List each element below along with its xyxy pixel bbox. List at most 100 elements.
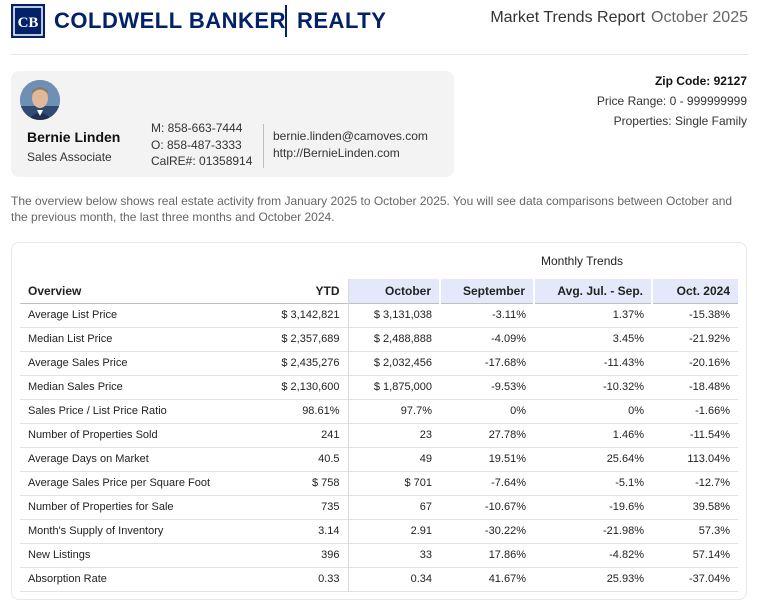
row-label: Median Sales Price xyxy=(28,381,123,393)
coldwell-banker-logo-icon: CB xyxy=(11,4,45,38)
row-label: New Listings xyxy=(28,549,91,561)
previous-month-change: -7.64% xyxy=(491,477,526,489)
last-year-change: -11.54% xyxy=(689,429,730,441)
agent-contact: bernie.linden@camoves.com http://BernieL… xyxy=(273,128,428,162)
current-month-value: $ 701 xyxy=(404,477,432,489)
current-month-value: $ 2,488,888 xyxy=(373,333,432,345)
report-title: Market Trends Report October 2025 xyxy=(490,9,748,27)
last-year-change: -1.66% xyxy=(695,405,730,417)
header-last-year: Oct. 2024 xyxy=(652,279,738,303)
brand-divider xyxy=(285,5,287,37)
table-row: Absorption Rate 0.33 0.34 41.67% 25.93% -37.0… xyxy=(20,567,738,591)
agent-name: Bernie Linden xyxy=(27,129,121,145)
table-row: New Listings 396 33 17.86% -4.82% 57.14% xyxy=(20,543,738,567)
current-month-value: 33 xyxy=(419,549,432,561)
trends-table: Overview YTD October September Avg. Jul.… xyxy=(20,279,738,592)
row-label: Average Sales Price xyxy=(28,357,128,369)
previous-month-change: 19.51% xyxy=(488,453,526,465)
three-month-average-change: -10.32% xyxy=(603,381,644,393)
brand-name: COLDWELL BANKER xyxy=(54,8,286,33)
row-label: Median List Price xyxy=(28,333,113,345)
previous-month-change: 17.86% xyxy=(488,549,526,561)
header-overview: Overview xyxy=(28,283,82,298)
ytd-value: $ 2,130,600 xyxy=(258,375,349,399)
last-year-change: 113.04% xyxy=(687,453,730,465)
price-range: Price Range: 0 - 999999999 xyxy=(596,94,747,108)
previous-month-change: 41.67% xyxy=(488,573,526,585)
table-row: Average List Price $ 3,142,821 $ 3,131,038… xyxy=(20,303,738,327)
current-month-value: $ 2,032,456 xyxy=(373,357,432,369)
header-current-month: October xyxy=(348,279,441,303)
three-month-average-change: 3.45% xyxy=(612,333,644,345)
svg-text:CB: CB xyxy=(18,15,39,31)
agent-email-link[interactable]: bernie.linden@camoves.com xyxy=(273,129,428,143)
row-label: Sales Price / List Price Ratio xyxy=(28,405,167,417)
agent-office-phone[interactable]: O: 858-487-3333 xyxy=(151,137,242,152)
previous-month-change: -3.11% xyxy=(491,309,526,321)
table-row: Median List Price $ 2,357,689 $ 2,488,888 -… xyxy=(20,327,738,351)
previous-month-change: -17.68% xyxy=(485,357,526,369)
row-label: Month's Supply of Inventory xyxy=(28,525,164,537)
previous-month-change: 0% xyxy=(510,405,526,417)
current-month-value: 49 xyxy=(419,453,432,465)
last-year-change: -18.48% xyxy=(689,381,730,393)
three-month-average-change: -21.98% xyxy=(603,525,644,537)
last-year-change: -21.92% xyxy=(689,333,730,345)
ytd-value: 98.61% xyxy=(258,399,349,423)
overview-description: The overview below shows real estate act… xyxy=(11,194,733,224)
last-year-change: -20.16% xyxy=(689,357,730,369)
report-month: October 2025 xyxy=(651,9,748,26)
ytd-value: 735 xyxy=(258,495,349,519)
ytd-value: $ 3,142,821 xyxy=(258,303,349,327)
current-month-value: 97.7% xyxy=(400,405,432,417)
row-label: Absorption Rate xyxy=(28,573,107,585)
three-month-average-change: 1.46% xyxy=(612,429,644,441)
table-row: Average Sales Price per Square Foot $ 758… xyxy=(20,471,738,495)
current-month-value: 67 xyxy=(419,501,432,513)
table-header-row: Overview YTD October September Avg. Jul.… xyxy=(20,279,738,303)
table-row: Average Sales Price $ 2,435,276 $ 2,032,45… xyxy=(20,351,738,375)
ytd-value: $ 758 xyxy=(258,471,349,495)
card-divider xyxy=(263,124,264,168)
brand-realty: REALTY xyxy=(297,8,387,33)
last-year-change: 57.14% xyxy=(692,549,730,561)
row-label: Average Sales Price per Square Foot xyxy=(28,477,211,489)
previous-month-change: -10.67% xyxy=(485,501,526,513)
current-month-value: 23 xyxy=(419,429,432,441)
agent-card: Bernie Linden Sales Associate M: 858-663… xyxy=(11,71,454,177)
current-month-value: 0.34 xyxy=(410,573,432,585)
three-month-average-change: -5.1% xyxy=(615,477,644,489)
table-row: Number of Properties Sold 241 23 27.78% 1.46… xyxy=(20,423,738,447)
table-row: Median Sales Price $ 2,130,600 $ 1,875,000… xyxy=(20,375,738,399)
table-row: Number of Properties for Sale 735 67 -10.67… xyxy=(20,495,738,519)
agent-website-link[interactable]: http://BernieLinden.com xyxy=(273,146,400,160)
report-header: CB COLDWELL BANKER REALTY Market Trends … xyxy=(0,0,760,50)
three-month-average-change: 1.37% xyxy=(612,309,644,321)
agent-mobile[interactable]: M: 858-663-7444 xyxy=(151,121,243,135)
property-type: Properties: Single Family xyxy=(613,114,747,128)
three-month-average-change: -11.43% xyxy=(603,357,644,369)
last-year-change: 39.58% xyxy=(692,501,730,513)
row-label: Average List Price xyxy=(28,309,118,321)
ytd-value: 40.5 xyxy=(258,447,349,471)
report-filters: Zip Code: 92127 Price Range: 0 - 9999999… xyxy=(597,71,747,131)
zip-code: Zip Code: 92127 xyxy=(654,74,747,88)
three-month-average-change: -4.82% xyxy=(609,549,644,561)
previous-month-change: 27.78% xyxy=(488,429,526,441)
current-month-value: $ 1,875,000 xyxy=(373,381,432,393)
report-title-text: Market Trends Report xyxy=(490,9,646,26)
agent-license: CalRE#: 01358914 xyxy=(151,154,253,168)
table-row: Month's Supply of Inventory 3.14 2.91 -30.2… xyxy=(20,519,738,543)
row-label: Number of Properties Sold xyxy=(28,429,158,441)
three-month-average-change: 25.64% xyxy=(606,453,644,465)
ytd-value: 3.14 xyxy=(258,519,349,543)
three-month-average-change: 0% xyxy=(628,405,644,417)
header-divider xyxy=(11,54,748,55)
row-label: Number of Properties for Sale xyxy=(28,501,174,513)
last-year-change: -37.04% xyxy=(689,573,730,585)
agent-avatar xyxy=(20,80,60,120)
table-body: Average List Price $ 3,142,821 $ 3,131,038… xyxy=(20,303,738,591)
ytd-value: $ 2,357,689 xyxy=(258,327,349,351)
table-row: Sales Price / List Price Ratio 98.61% 97.7… xyxy=(20,399,738,423)
header-ytd: YTD xyxy=(258,279,349,303)
